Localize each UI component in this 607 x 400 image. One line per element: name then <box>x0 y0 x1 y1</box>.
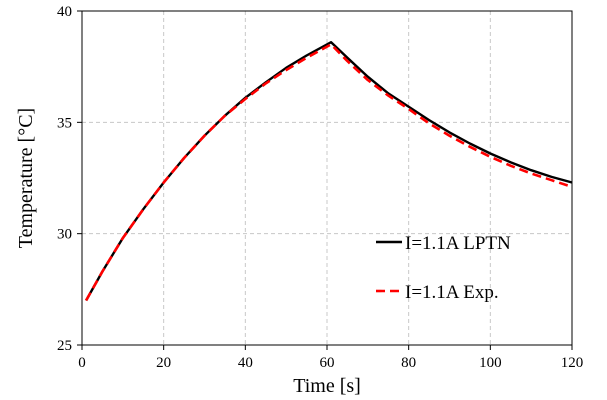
x-tick-label: 40 <box>238 355 253 371</box>
x-tick-label: 80 <box>401 355 416 371</box>
series-line-2 <box>84 43 573 302</box>
legend-label-2: I=1.1A Exp. <box>405 282 499 303</box>
y-axis-label: Temperature [°C] <box>15 108 37 248</box>
x-tick-label: 100 <box>479 355 502 371</box>
x-tick-label: 0 <box>78 355 86 371</box>
x-tick-label: 20 <box>156 355 171 371</box>
y-tick-label: 40 <box>57 4 72 20</box>
series-lines <box>84 41 573 302</box>
axis-ticks: 0 20 40 60 80 100 120 25 30 35 40 <box>57 4 583 371</box>
y-tick-label: 25 <box>57 338 72 354</box>
legend-label-1: I=1.1A LPTN <box>405 233 511 254</box>
y-tick-label: 30 <box>57 227 72 243</box>
x-axis-label: Time [s] <box>293 375 361 397</box>
series-line-1 <box>85 41 573 302</box>
legend: I=1.1A LPTN I=1.1A Exp. <box>376 233 511 303</box>
y-tick-label: 35 <box>57 115 72 131</box>
x-tick-label: 120 <box>561 355 584 371</box>
gridlines <box>82 11 572 345</box>
x-tick-label: 60 <box>320 355 335 371</box>
